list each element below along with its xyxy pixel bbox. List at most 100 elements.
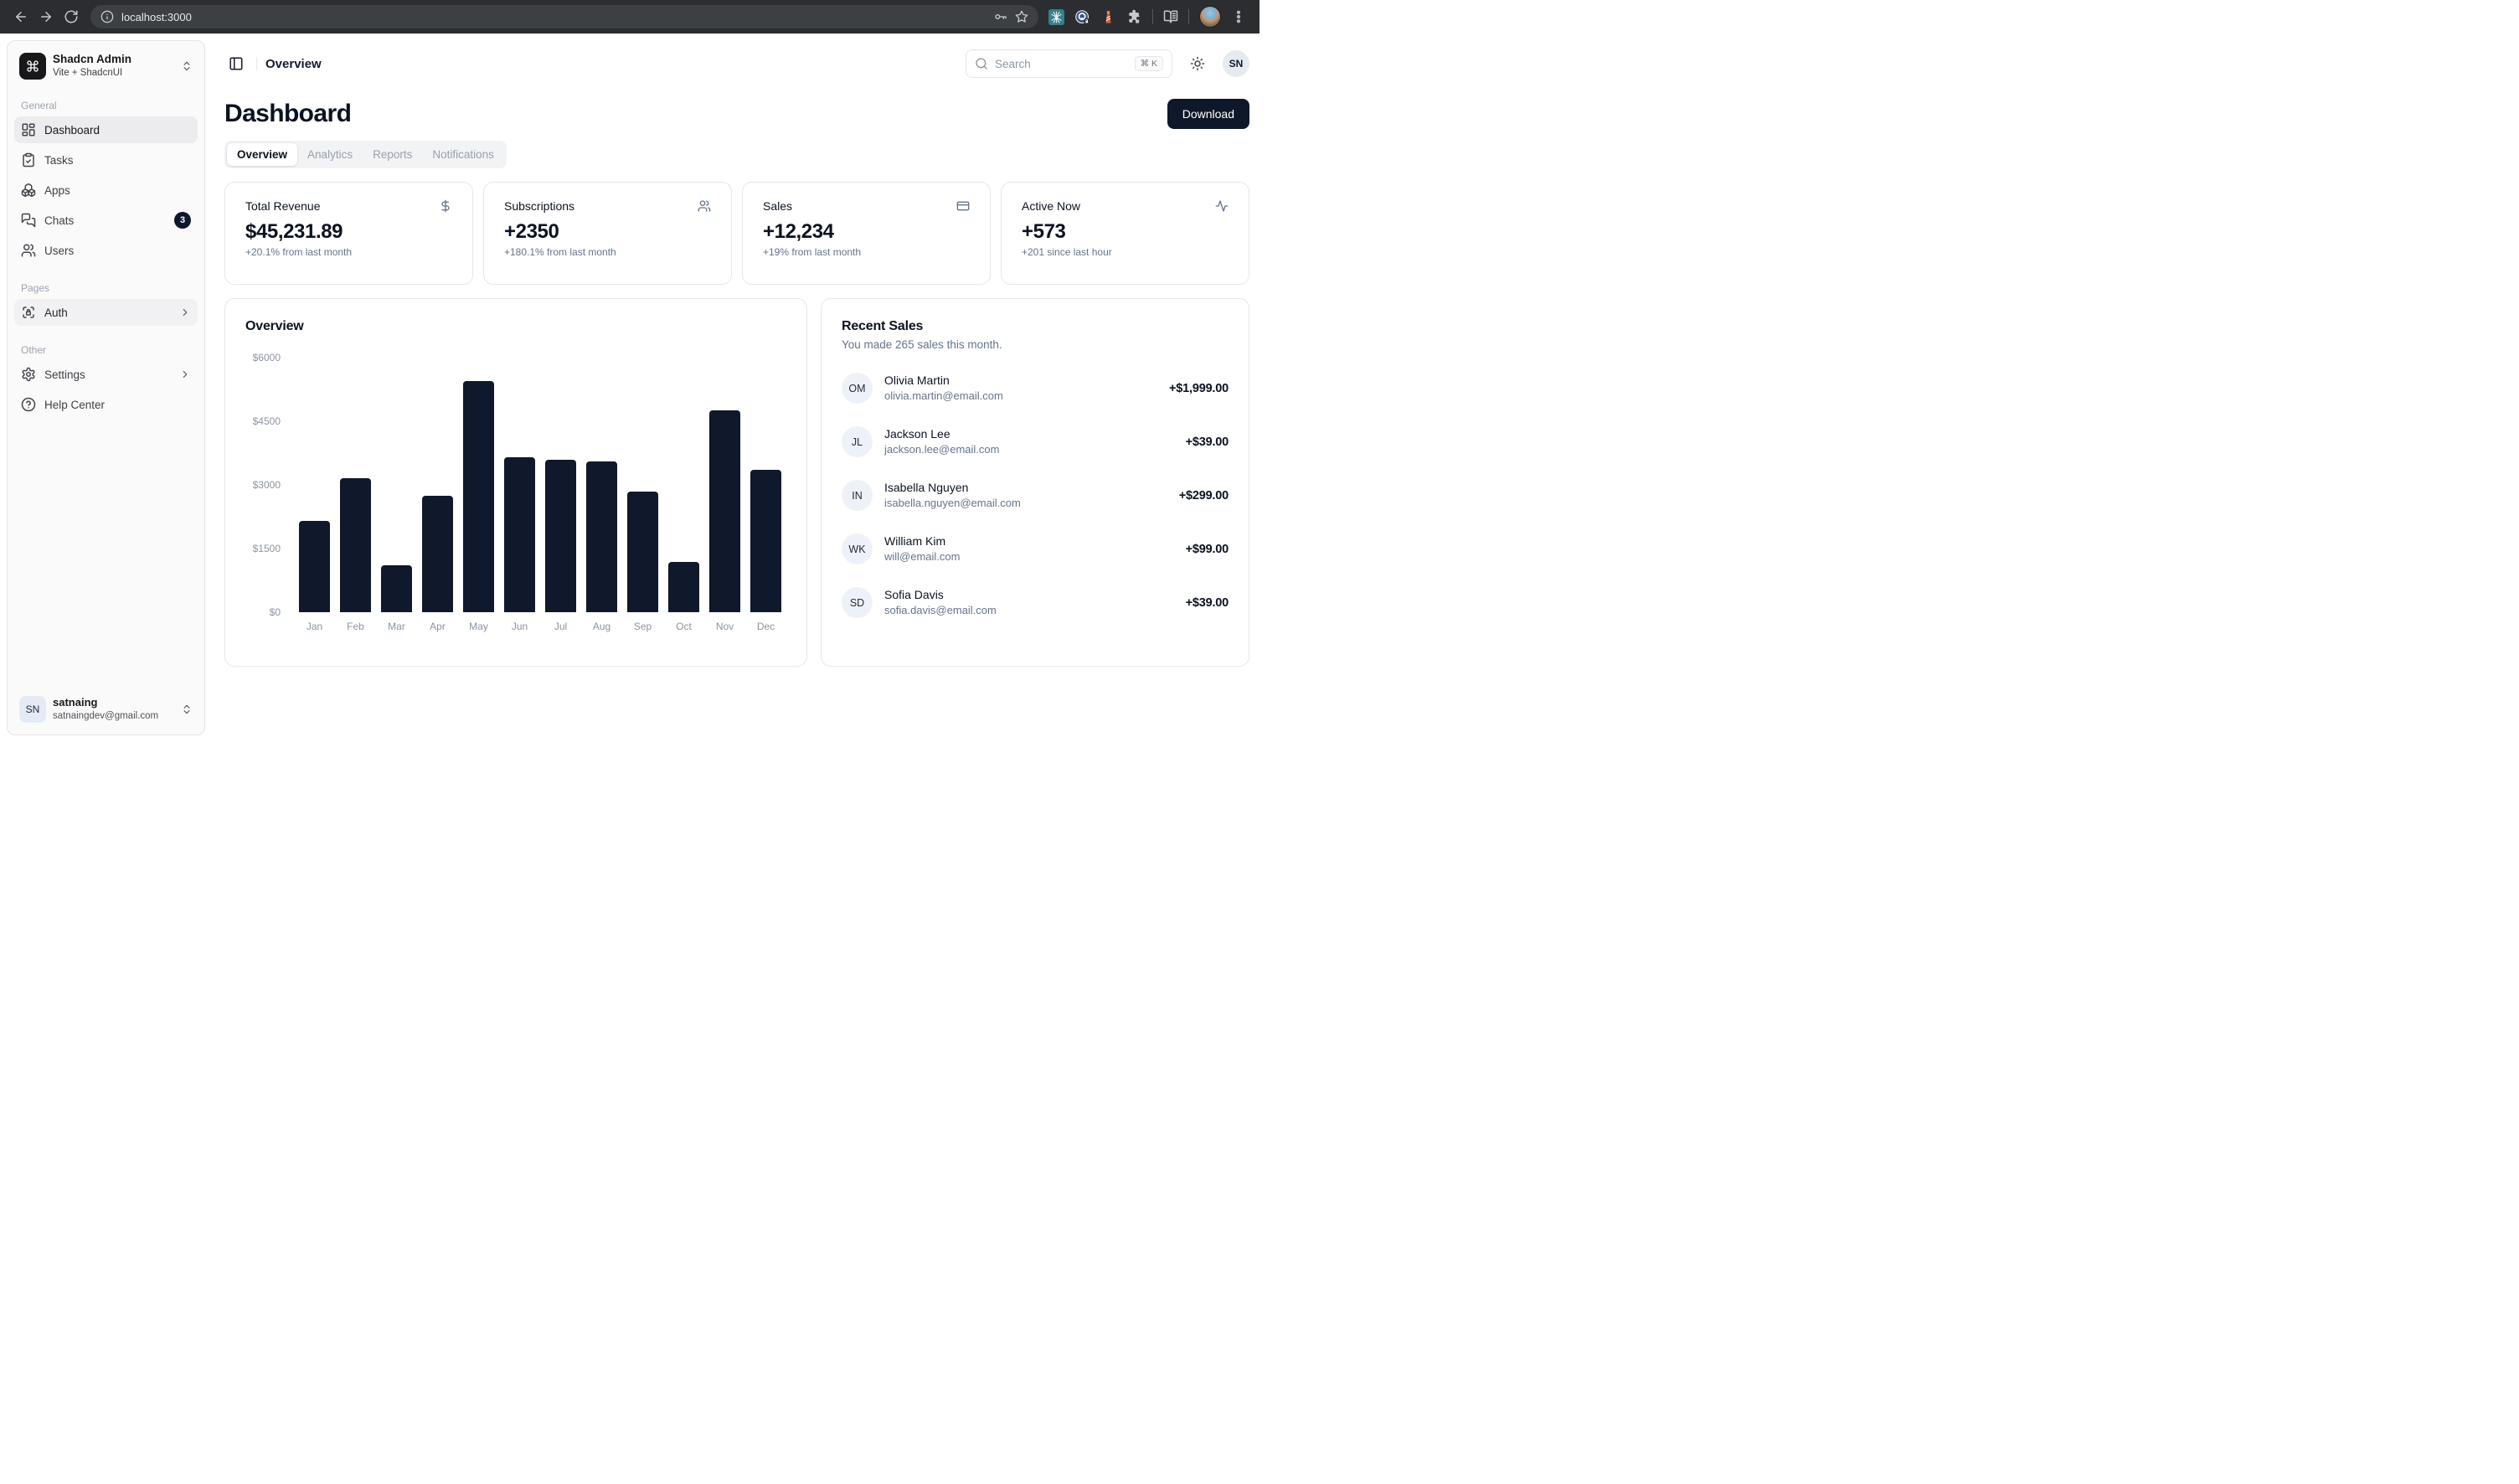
sidebar-toggle-button[interactable] (224, 52, 248, 75)
bar-column-nov (704, 358, 745, 612)
section-label-general: General (21, 100, 57, 111)
tab-reports[interactable]: Reports (363, 143, 422, 166)
apps-icon (21, 183, 36, 198)
sale-email: isabella.nguyen@email.com (884, 497, 1021, 510)
x-tick-label: Jul (554, 621, 568, 632)
bar-aug (585, 461, 618, 612)
x-tick-label: Apr (430, 621, 446, 632)
bar-column-oct (663, 358, 704, 612)
extension-arc-icon[interactable] (1048, 8, 1064, 25)
recent-sales-card: Recent Sales You made 265 sales this mon… (821, 298, 1249, 667)
extensions-puzzle-icon[interactable] (1126, 9, 1142, 25)
bar-apr (421, 495, 454, 612)
stat-title: Subscriptions (504, 199, 575, 213)
stat-title: Total Revenue (245, 199, 321, 213)
reload-icon[interactable] (59, 4, 84, 29)
users-icon (698, 199, 711, 213)
recent-sales-title: Recent Sales (842, 319, 924, 333)
stat-caption: +19% from last month (763, 246, 862, 258)
sidebar-item-settings[interactable]: Settings (14, 361, 198, 388)
sale-name: Sofia Davis (884, 588, 944, 602)
tab-notifications[interactable]: Notifications (422, 143, 504, 166)
x-tick-label: Nov (715, 621, 734, 632)
chevron-right-icon (179, 368, 191, 380)
sale-meta: Isabella Nguyen isabella.nguyen@email.co… (884, 480, 1021, 510)
reading-list-icon[interactable] (1163, 9, 1178, 24)
credit-card-icon (956, 199, 970, 213)
download-button[interactable]: Download (1167, 99, 1249, 129)
bar-column-jan (294, 358, 335, 612)
stat-value: +12,234 (763, 220, 834, 243)
bar-column-apr (417, 358, 458, 612)
url-text[interactable]: localhost:3000 (121, 10, 192, 23)
search-shortcut-kbd: ⌘ K (1134, 56, 1163, 71)
team-switcher[interactable]: Shadcn Admin Vite + ShadcnUI (14, 48, 198, 85)
bar-may (462, 380, 495, 612)
extension-lighthouse-icon[interactable] (1100, 9, 1116, 25)
sidebar-item-auth[interactable]: Auth (14, 299, 198, 326)
bookmark-star-icon[interactable] (1015, 10, 1028, 23)
x-tick-label: Mar (388, 621, 405, 632)
charts-row: Overview $0 $1500 $3000 $4500 $6000 Jan Feb Ma… (224, 298, 1249, 667)
x-tick-label: Feb (347, 621, 364, 632)
breadcrumb: Overview (265, 56, 322, 71)
sale-avatar: WK (842, 533, 873, 564)
sidebar-item-tasks[interactable]: Tasks (14, 147, 198, 173)
sale-meta: William Kim will@email.com (884, 533, 961, 564)
command-icon (19, 53, 46, 80)
topbar: Overview ⌘ K SN (224, 40, 1249, 87)
sidebar-item-label: Auth (44, 306, 68, 319)
help-circle-icon (21, 397, 36, 412)
recent-sales-subtitle: You made 265 sales this month. (842, 338, 1002, 351)
tasks-icon (21, 152, 36, 167)
search-input[interactable] (995, 57, 1128, 70)
address-bar[interactable]: localhost:3000 (90, 5, 1038, 28)
sidebar-item-apps[interactable]: Apps (14, 177, 198, 204)
topbar-separator (256, 57, 257, 70)
x-tick-label: Jun (511, 621, 528, 632)
menu-dots-icon[interactable] (1231, 9, 1246, 24)
bar-nov (708, 410, 741, 612)
sale-avatar: OM (842, 373, 873, 404)
search-icon (975, 57, 988, 70)
sale-amount: +$39.00 (1185, 435, 1229, 449)
bar-jun (503, 457, 536, 612)
sidebar-item-help-center[interactable]: Help Center (14, 391, 198, 418)
stat-title: Active Now (1022, 199, 1081, 213)
password-key-icon[interactable] (994, 10, 1007, 23)
sale-avatar: SD (842, 587, 873, 618)
sale-avatar: JL (842, 426, 873, 457)
forward-icon[interactable] (33, 4, 59, 29)
bar-jan (298, 521, 331, 612)
sale-row: OM Olivia Martin olivia.martin@email.com… (842, 373, 1229, 404)
profile-avatar[interactable] (1199, 6, 1221, 28)
sidebar-item-label: Dashboard (44, 123, 100, 137)
search-input-wrapper[interactable]: ⌘ K (966, 49, 1172, 78)
stat-caption: +201 since last hour (1022, 246, 1112, 258)
main-content: Overview ⌘ K SN Dashboard Download Overv… (205, 40, 1260, 742)
theme-toggle-button[interactable] (1184, 50, 1211, 77)
back-icon[interactable] (8, 4, 33, 29)
header-avatar[interactable]: SN (1223, 50, 1249, 77)
stat-card-active-now: Active Now +573 +201 since last hour (1001, 182, 1249, 285)
sidebar-item-dashboard[interactable]: Dashboard (14, 116, 198, 143)
sale-name: Olivia Martin (884, 374, 950, 388)
x-tick-label: Jan (306, 621, 323, 632)
y-tick-label: $0 (269, 606, 281, 618)
team-subtitle: Vite + ShadcnUI (53, 68, 123, 79)
sidebar-item-users[interactable]: Users (14, 237, 198, 264)
tab-analytics[interactable]: Analytics (297, 143, 363, 166)
sales-list: OM Olivia Martin olivia.martin@email.com… (842, 373, 1229, 618)
tab-overview[interactable]: Overview (227, 143, 298, 166)
sidebar-user[interactable]: SN satnaing satnaingdev@gmail.com (14, 691, 198, 728)
site-info-icon[interactable] (100, 10, 114, 23)
bar-column-mar (376, 358, 417, 612)
sale-amount: +$39.00 (1185, 595, 1229, 610)
sidebar-item-chats[interactable]: Chats 3 (14, 207, 198, 234)
chevron-right-icon (179, 307, 191, 318)
sale-row: IN Isabella Nguyen isabella.nguyen@email… (842, 480, 1229, 511)
bar-column-aug (581, 358, 622, 612)
extension-1password-icon[interactable] (1074, 9, 1090, 25)
chart-title: Overview (245, 319, 304, 333)
bar-feb (339, 478, 372, 612)
